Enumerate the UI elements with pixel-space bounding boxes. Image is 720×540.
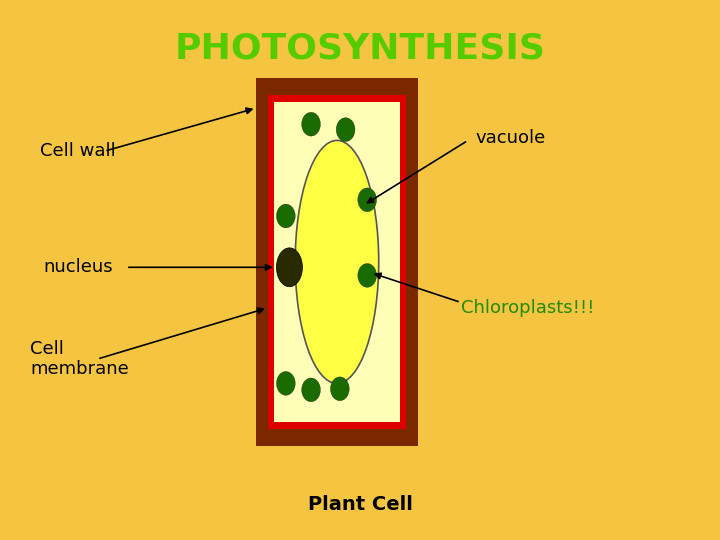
Bar: [274, 102, 400, 422]
Bar: [268, 94, 406, 429]
Text: nucleus: nucleus: [43, 258, 113, 276]
Ellipse shape: [358, 188, 377, 212]
Ellipse shape: [336, 118, 355, 141]
Ellipse shape: [276, 372, 295, 395]
Bar: [256, 78, 418, 446]
Ellipse shape: [276, 248, 302, 287]
Text: Cell
membrane: Cell membrane: [30, 340, 129, 379]
Ellipse shape: [276, 204, 295, 228]
Text: PHOTOSYNTHESIS: PHOTOSYNTHESIS: [174, 32, 546, 65]
Ellipse shape: [302, 112, 320, 136]
Ellipse shape: [302, 378, 320, 402]
Text: Chloroplasts!!!: Chloroplasts!!!: [461, 299, 594, 317]
Ellipse shape: [358, 264, 377, 287]
Ellipse shape: [295, 140, 379, 383]
Text: Plant Cell: Plant Cell: [307, 495, 413, 515]
Text: vacuole: vacuole: [475, 129, 546, 147]
Ellipse shape: [330, 377, 349, 401]
Text: Cell wall: Cell wall: [40, 142, 115, 160]
